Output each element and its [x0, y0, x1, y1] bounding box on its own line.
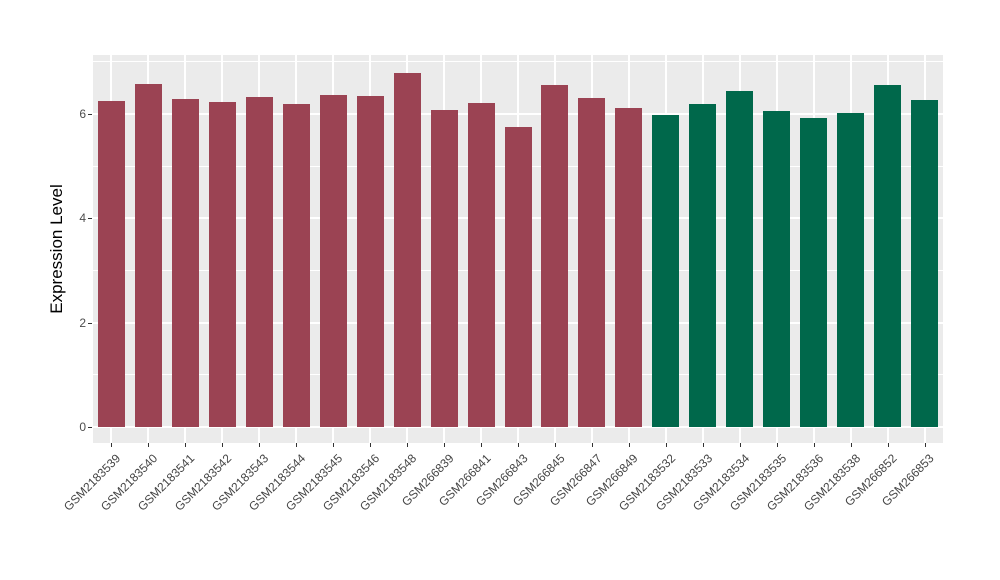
x-tick-mark-GSM2183542 [222, 443, 224, 447]
bar-GSM2183548 [393, 73, 421, 427]
bar-GSM2183542 [208, 101, 236, 427]
y-tick-label-0: 0 [79, 420, 86, 434]
y-tick-mark-6 [88, 113, 92, 115]
y-tick-label-4: 4 [79, 211, 86, 226]
bar-GSM2183536 [800, 118, 828, 427]
bar-GSM2183540 [134, 84, 162, 427]
y-tick-mark-0 [88, 427, 92, 428]
bar-GSM266847 [578, 97, 606, 427]
x-tick-mark-GSM2183548 [407, 443, 409, 447]
x-tick-mark-GSM266853 [924, 443, 926, 447]
bar-GSM266839 [430, 110, 458, 427]
x-tick-mark-GSM2183539 [111, 443, 113, 447]
bar-GSM266852 [874, 85, 902, 427]
bar-GSM2183545 [319, 95, 347, 427]
y-tick-mark-2 [88, 322, 92, 324]
x-tick-mark-GSM266841 [481, 443, 483, 447]
x-tick-mark-GSM266839 [444, 443, 446, 447]
x-tick-mark-GSM2183535 [776, 443, 778, 447]
x-tick-mark-GSM2183545 [333, 443, 335, 447]
x-tick-mark-GSM266843 [518, 443, 519, 447]
bar-GSM2183532 [652, 114, 680, 427]
x-tick-mark-GSM266852 [887, 443, 889, 447]
x-tick-mark-GSM2183538 [850, 443, 852, 447]
x-tick-mark-GSM2183533 [702, 443, 704, 447]
y-tick-label-6: 6 [79, 106, 86, 121]
bar-GSM2183533 [689, 103, 717, 427]
x-tick-mark-GSM266845 [554, 443, 556, 447]
bar-GSM2183544 [282, 104, 310, 427]
plot-panel [93, 55, 943, 443]
bar-GSM2183535 [763, 111, 791, 427]
x-tick-mark-GSM2183541 [185, 443, 187, 447]
y-tick-label-2: 2 [79, 315, 86, 330]
x-tick-mark-GSM2183544 [296, 443, 298, 447]
bar-GSM2183541 [171, 99, 199, 427]
bar-GSM2183534 [726, 91, 754, 427]
x-tick-mark-GSM2183534 [739, 443, 741, 447]
x-tick-mark-GSM266849 [628, 443, 630, 447]
y-tick-mark-4 [88, 218, 92, 220]
bar-GSM2183546 [356, 95, 384, 427]
x-tick-mark-GSM2183546 [370, 443, 372, 447]
bar-GSM2183543 [245, 96, 273, 427]
bar-GSM2183538 [837, 113, 865, 427]
x-tick-mark-GSM2183543 [259, 443, 261, 447]
x-tick-mark-GSM2183536 [813, 443, 815, 447]
x-tick-mark-GSM2183532 [665, 443, 667, 447]
bar-GSM266845 [541, 85, 569, 427]
bar-GSM2183539 [97, 101, 125, 427]
bar-GSM266853 [911, 99, 939, 427]
x-tick-mark-GSM2183540 [148, 443, 150, 447]
bar-GSM266841 [467, 102, 495, 427]
y-axis-title-text: Expression Level [47, 184, 66, 314]
x-tick-mark-GSM266847 [591, 443, 593, 447]
bar-GSM266843 [504, 126, 532, 427]
bar-GSM266849 [615, 108, 643, 427]
